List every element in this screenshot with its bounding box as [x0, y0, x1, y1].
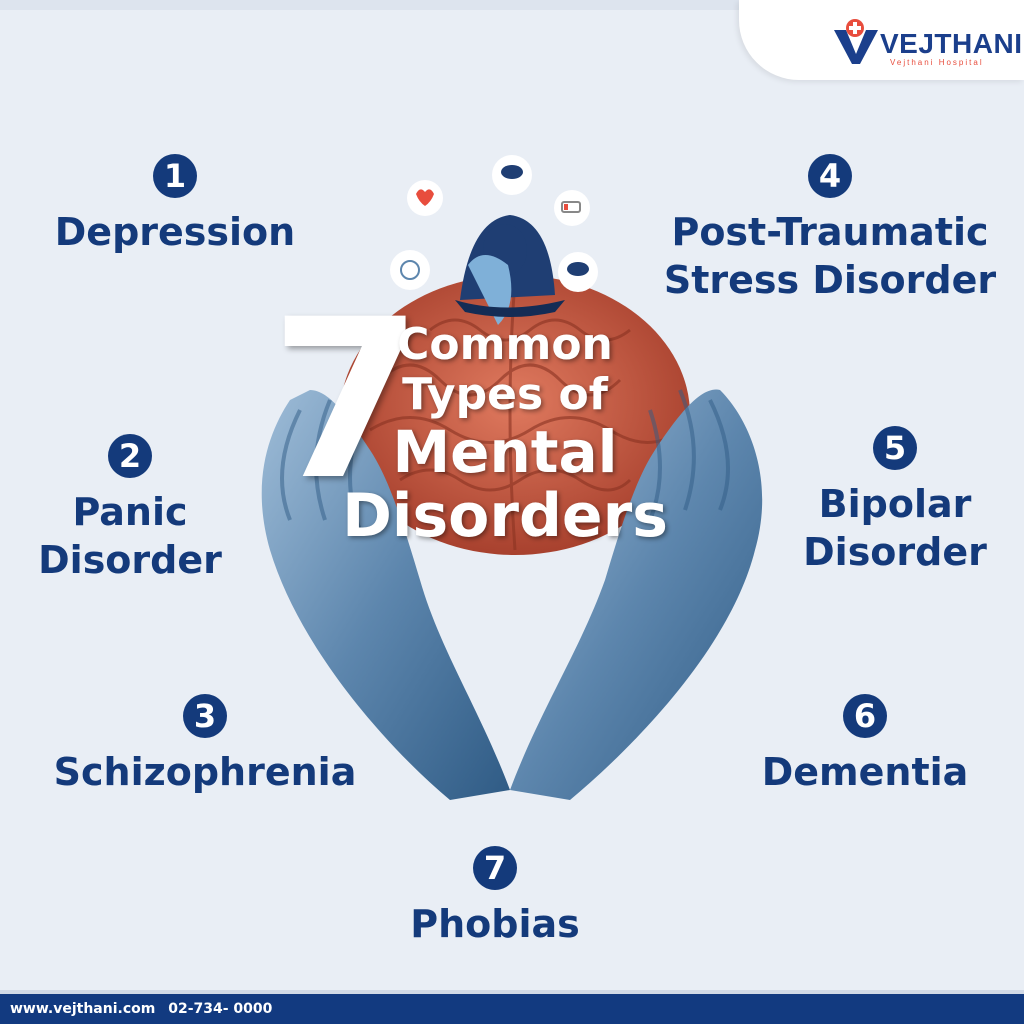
disorder-item-bipolar-disorder: 5 Bipolar Disorder — [790, 426, 1000, 576]
main-title: Common Types of Mental Disorders — [340, 319, 670, 551]
title-line-4: Disorders — [342, 481, 668, 551]
item-number-badge: 1 — [153, 154, 197, 198]
item-label: Dementia — [761, 750, 969, 794]
item-label: Phobias — [410, 902, 580, 946]
footer-bar: www.vejthani.com 02-734- 0000 — [0, 994, 1024, 1024]
disorder-item-panic-disorder: 2 Panic Disorder — [20, 434, 240, 584]
item-label: Depression — [54, 210, 296, 254]
disorder-item-phobias: 7 Phobias — [395, 846, 595, 948]
left-hand — [261, 390, 510, 800]
title-line-3: Mental — [392, 418, 618, 486]
sad-person-figure — [455, 215, 565, 325]
brand-subtitle: Vejthani Hospital — [890, 58, 984, 67]
phone-number[interactable]: 02-734- 0000 — [168, 1001, 273, 1017]
title-line-2: Types of — [402, 369, 608, 420]
website-link[interactable]: www.vejthani.com — [10, 1001, 156, 1017]
item-label: Post-Traumatic Stress Disorder — [663, 210, 997, 302]
hospital-cross-pin-icon — [834, 19, 878, 64]
low-battery-icon — [554, 190, 590, 226]
item-number-badge: 2 — [108, 434, 152, 478]
right-hand — [510, 389, 763, 800]
title-line-1: Common — [397, 319, 613, 370]
brand-name: VEJTHANI — [880, 28, 1023, 59]
item-number-badge: 7 — [473, 846, 517, 890]
item-number-badge: 4 — [808, 154, 852, 198]
disorder-item-dementia: 6 Dementia — [750, 694, 980, 796]
disorder-item-ptsd: 4 Post-Traumatic Stress Disorder — [650, 154, 1010, 304]
item-label: Panic Disorder — [38, 490, 222, 582]
item-number-badge: 5 — [873, 426, 917, 470]
brain-shape — [340, 275, 690, 555]
brand-logo[interactable]: VEJTHANI Vejthani Hospital — [832, 18, 1022, 68]
disorder-item-schizophrenia: 3 Schizophrenia — [40, 694, 370, 796]
brain-hands-illustration — [261, 155, 763, 800]
footer-divider — [0, 990, 1024, 994]
item-label: Schizophrenia — [53, 750, 357, 794]
disorder-item-depression: 1 Depression — [50, 154, 300, 256]
logo-tab — [739, 0, 1024, 80]
tangled-thoughts-icon — [390, 250, 430, 290]
item-label: Bipolar Disorder — [803, 482, 987, 574]
item-number-badge: 6 — [843, 694, 887, 738]
top-band — [0, 0, 1024, 10]
title-number: 7 — [270, 272, 424, 528]
item-number-badge: 3 — [183, 694, 227, 738]
